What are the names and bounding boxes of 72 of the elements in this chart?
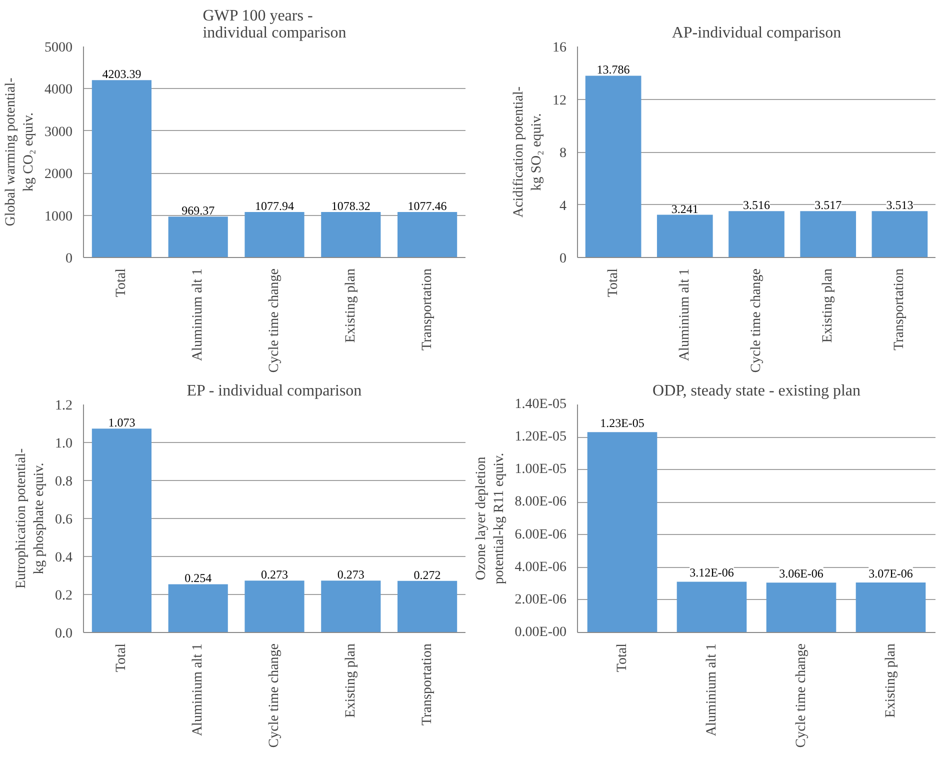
y-tick-label: 0.6: [55, 512, 72, 528]
x-tick-label: Cycle time change: [749, 268, 764, 373]
x-tick-label: Transportation: [420, 268, 435, 350]
y-tick-label: 1.00E-05: [514, 462, 567, 478]
y-tick-label: 0: [560, 252, 566, 266]
y-tick-label: 8: [560, 146, 566, 161]
y-axis-title: Ozone layer depletion potential-kg R11 equiv.: [474, 452, 507, 584]
chart-title: AP-individual comparison: [672, 24, 842, 42]
y-tick-label: 0.8: [55, 474, 72, 490]
y-tick-label: 2.00E-06: [514, 592, 567, 608]
data-label: 1077.46: [408, 199, 447, 214]
x-tick-label: Aluminium alt 1: [704, 643, 720, 736]
x-tick-label: Cycle time change: [267, 268, 282, 373]
y-tick-label: 16: [552, 40, 566, 56]
chart-title: EP - individual comparison: [186, 382, 362, 400]
x-tick-label: Transportation: [892, 268, 908, 350]
data-label: 1077.94: [255, 199, 294, 214]
x-tick-label: Total: [606, 268, 621, 298]
y-tick-label: 0: [66, 252, 72, 266]
x-tick-label: Existing plan: [820, 268, 836, 343]
y-tick-label: 1000: [44, 209, 72, 224]
y-tick-label: 4000: [44, 82, 72, 98]
y-tick-label: 0.2: [55, 588, 72, 604]
chart-title: ODP, steady state - existing plan: [652, 382, 860, 400]
y-tick-label: 0.4: [55, 550, 72, 566]
y-axis-title: Eutrophication potential- kg phosphate equiv.: [14, 448, 47, 589]
y-tick-label: 8.00E-06: [514, 494, 567, 510]
data-label: 1.073: [108, 416, 136, 430]
y-axis-title: Global warming potential- kg CO₂ equiv.: [4, 77, 36, 226]
data-label: 3.06E-06: [779, 566, 824, 581]
x-tick-label: Aluminium alt 1: [190, 643, 206, 736]
y-axis-title: Acidification potential- kg SO₂ equiv.: [512, 86, 544, 218]
x-tick-label: Total: [614, 643, 630, 672]
y-tick-label: 0.0: [55, 626, 72, 642]
x-tick-label: Cycle time change: [794, 643, 809, 748]
data-label: 0.273: [337, 568, 364, 582]
data-label: 0.272: [414, 568, 441, 582]
x-tick-label: Existing plan: [343, 643, 358, 718]
data-label: 0.273: [261, 568, 288, 582]
x-tick-label: Existing plan: [343, 268, 358, 343]
y-tick-label: 12: [552, 93, 566, 108]
data-label: 0.254: [184, 571, 212, 586]
x-tick-label: Aluminium alt 1: [677, 268, 692, 362]
y-tick-label: 5000: [44, 40, 72, 56]
x-tick-label: Total: [114, 268, 130, 298]
y-tick-label: 1.40E-05: [514, 397, 567, 412]
data-label: 969.37: [182, 204, 215, 218]
data-label: 3.07E-06: [868, 566, 913, 581]
data-label: 3.12E-06: [690, 566, 734, 580]
data-label: 13.786: [596, 62, 630, 77]
y-tick-label: 4: [560, 198, 566, 214]
data-label: 3.513: [886, 198, 914, 212]
chart-title: GWP 100 years - individual comparison: [202, 8, 346, 42]
x-tick-label: Existing plan: [883, 643, 898, 718]
y-tick-label: 4.00E-06: [514, 560, 567, 575]
data-label: 1.23E-05: [600, 416, 644, 430]
y-tick-label: 6.00E-06: [514, 527, 567, 542]
x-tick-label: Aluminium alt 1: [190, 268, 206, 362]
y-tick-label: 0.00E-00: [514, 625, 567, 640]
y-tick-label: 2000: [44, 167, 72, 182]
data-label: 4203.39: [102, 67, 142, 82]
y-tick-label: 1.0: [55, 436, 72, 452]
x-tick-label: Cycle time change: [267, 643, 282, 748]
data-label: 3.516: [743, 198, 770, 212]
y-tick-label: 1.20E-05: [514, 430, 567, 445]
x-tick-label: Total: [114, 643, 130, 672]
data-label: 1078.32: [331, 198, 370, 213]
y-tick-label: 1.2: [55, 398, 72, 414]
data-label: 3.517: [814, 198, 842, 212]
x-tick-label: Transportation: [420, 643, 435, 726]
data-label: 3.241: [671, 202, 698, 216]
y-tick-label: 3000: [44, 124, 72, 140]
